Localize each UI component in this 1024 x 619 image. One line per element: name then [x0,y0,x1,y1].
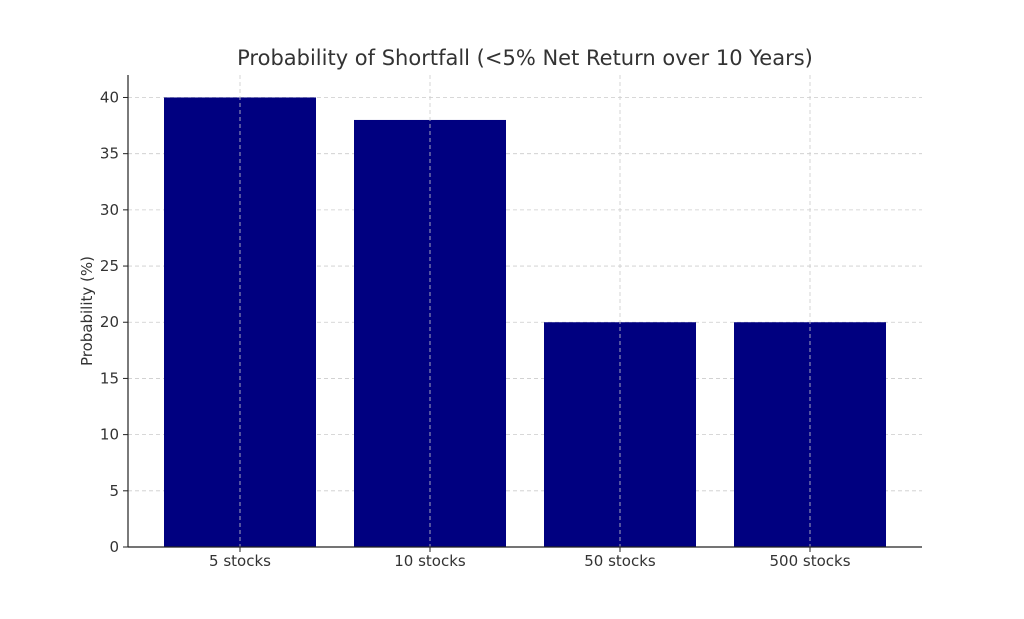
y-tick-label: 0 [109,538,119,556]
y-tick-label: 25 [100,257,119,275]
y-tick-label: 10 [100,426,119,444]
chart-title: Probability of Shortfall (<5% Net Return… [237,46,813,70]
x-tick-label: 10 stocks [394,552,466,570]
x-tick-label: 5 stocks [209,552,271,570]
y-tick-label: 5 [109,482,119,500]
y-tick-label: 15 [100,369,119,387]
x-tick-label: 50 stocks [584,552,656,570]
x-tick-label: 500 stocks [769,552,850,570]
y-tick-label: 40 [100,88,119,106]
y-tick-label: 35 [100,145,119,163]
y-ticks: 0 5 10 15 20 25 30 35 40 [100,88,128,556]
y-tick-label: 30 [100,201,119,219]
x-ticks: 5 stocks 10 stocks 50 stocks 500 stocks [209,547,851,570]
y-axis-label: Probability (%) [78,256,96,366]
vertical-grid-lines [239,75,811,547]
y-tick-label: 20 [100,313,119,331]
bars [164,97,886,547]
